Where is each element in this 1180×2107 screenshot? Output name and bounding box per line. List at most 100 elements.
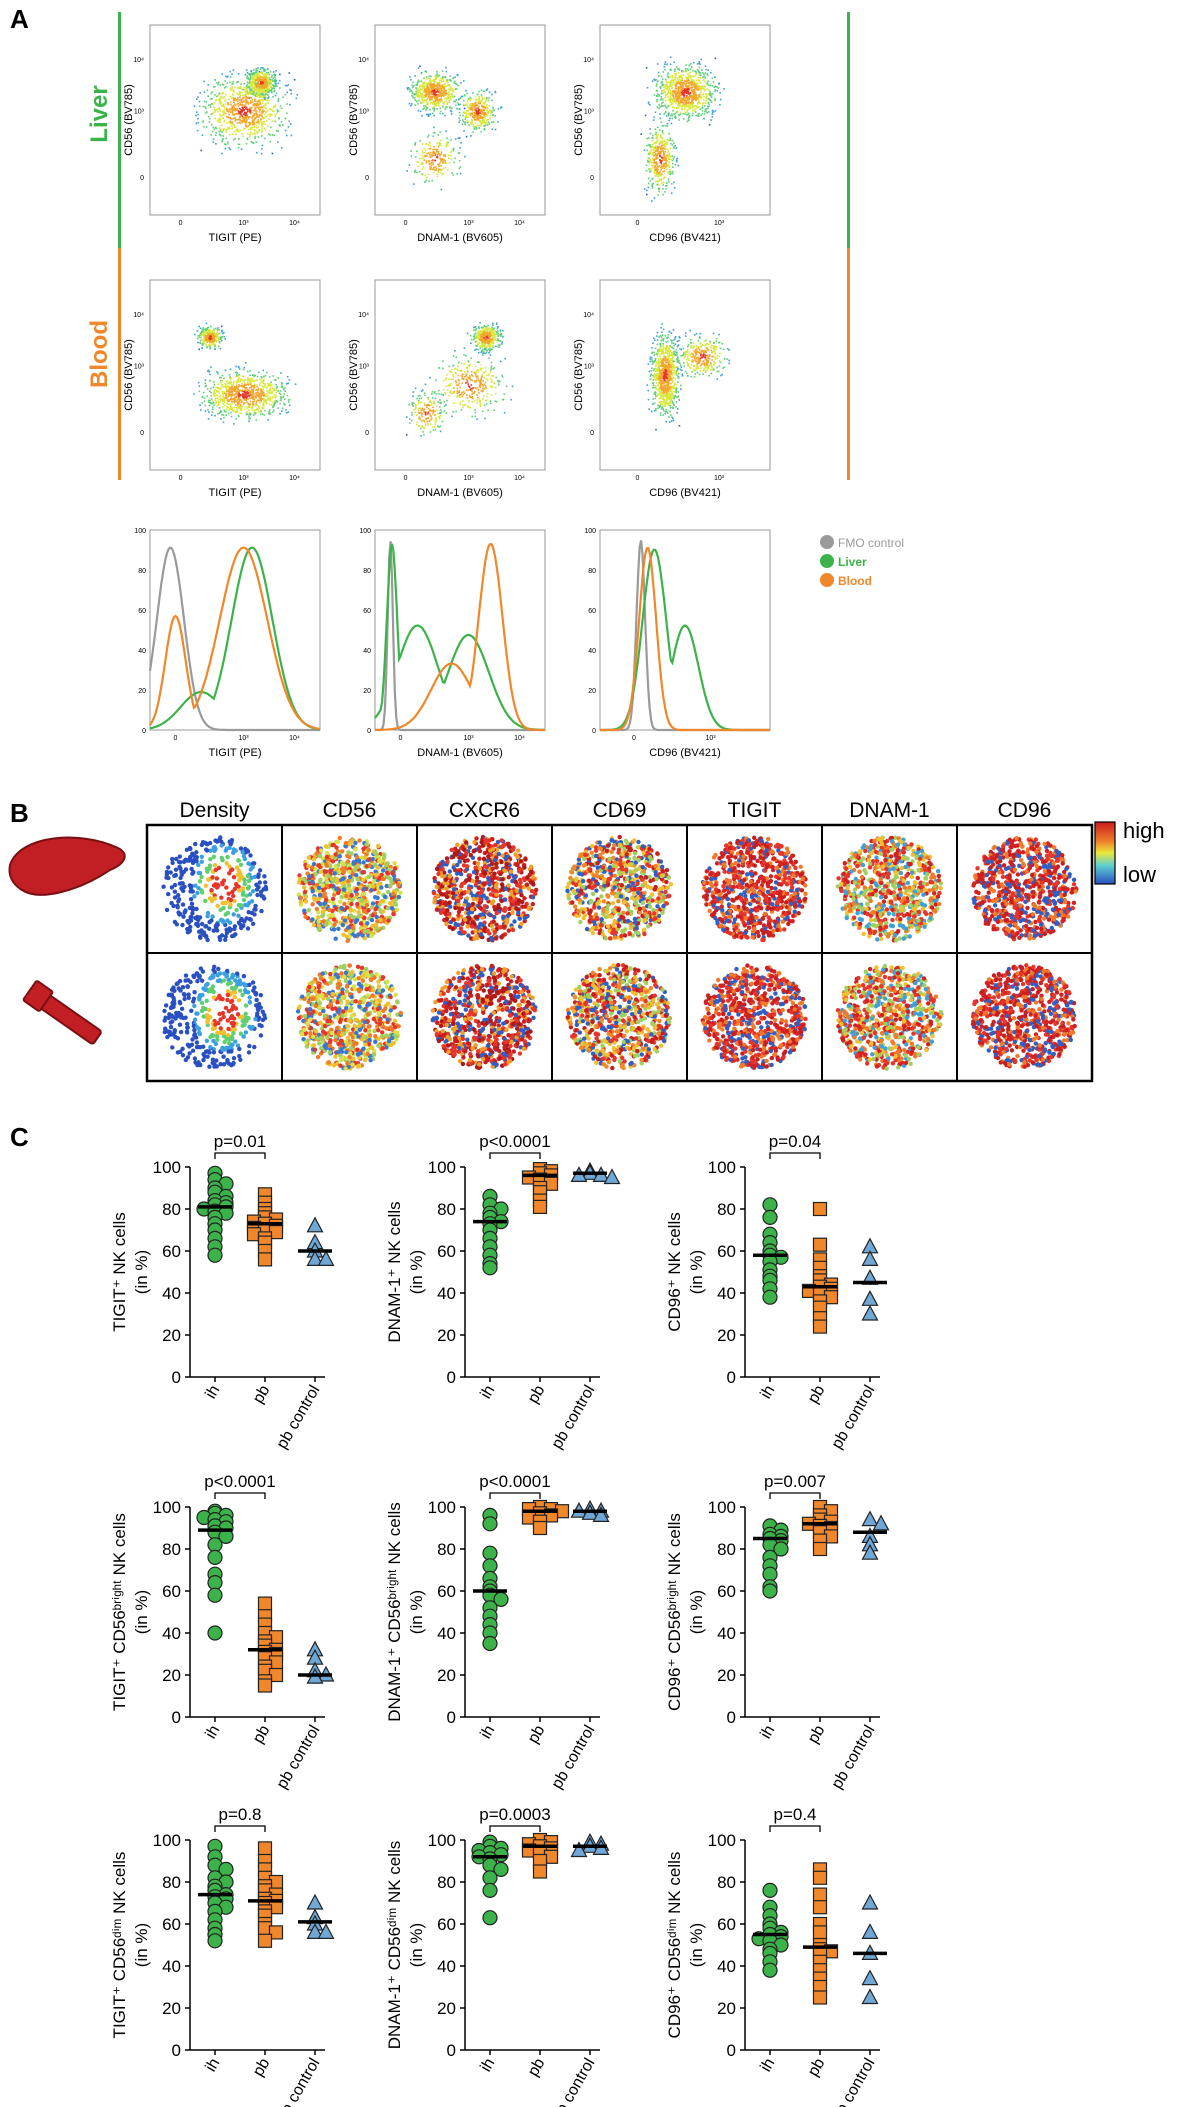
event-dot bbox=[685, 101, 687, 103]
event-dot bbox=[446, 101, 449, 104]
event-dot bbox=[446, 143, 448, 145]
event-dot bbox=[710, 99, 712, 102]
event-dot bbox=[665, 84, 667, 86]
event-dot bbox=[672, 91, 674, 93]
event-dot bbox=[650, 146, 653, 149]
event-dot bbox=[214, 392, 217, 394]
event-dot bbox=[440, 95, 442, 97]
event-dot bbox=[442, 88, 444, 90]
event-dot bbox=[439, 154, 441, 157]
event-dot bbox=[480, 101, 483, 103]
event-dot bbox=[453, 82, 456, 84]
event-dot bbox=[679, 92, 682, 95]
event-dot bbox=[492, 106, 494, 109]
event-dot bbox=[478, 97, 480, 99]
event-dot bbox=[694, 111, 697, 113]
event-dot bbox=[257, 89, 260, 92]
event-dot bbox=[274, 396, 276, 399]
event-dot bbox=[653, 142, 656, 144]
event-dot bbox=[659, 166, 662, 169]
event-dot bbox=[462, 104, 465, 107]
event-dot bbox=[210, 92, 212, 95]
event-dot bbox=[432, 100, 435, 102]
event-dot bbox=[271, 134, 274, 136]
event-dot bbox=[260, 392, 263, 394]
event-dot bbox=[262, 88, 264, 91]
event-dot bbox=[222, 84, 225, 86]
event-dot bbox=[239, 116, 241, 119]
event-dot bbox=[258, 77, 261, 80]
event-dot bbox=[441, 85, 443, 88]
event-dot bbox=[463, 130, 465, 132]
event-dot bbox=[414, 75, 416, 77]
event-dot bbox=[439, 160, 442, 163]
event-dot bbox=[216, 334, 219, 337]
event-dot bbox=[653, 197, 656, 199]
event-dot bbox=[250, 382, 252, 385]
event-dot bbox=[652, 143, 654, 145]
event-dot bbox=[429, 142, 431, 145]
event-dot bbox=[474, 113, 476, 116]
event-dot bbox=[663, 159, 666, 161]
event-dot bbox=[673, 156, 676, 158]
event-dot bbox=[447, 93, 449, 96]
event-dot bbox=[275, 130, 278, 132]
event-dot bbox=[437, 95, 439, 97]
event-dot bbox=[255, 400, 258, 402]
event-dot bbox=[254, 110, 256, 112]
event-dot bbox=[473, 114, 475, 117]
event-dot bbox=[214, 101, 216, 104]
event-dot bbox=[212, 342, 215, 344]
event-dot bbox=[219, 119, 222, 121]
event-dot bbox=[225, 129, 228, 131]
event-dot bbox=[425, 179, 428, 181]
event-dot bbox=[223, 111, 225, 113]
event-dot bbox=[253, 122, 255, 125]
event-dot bbox=[705, 95, 708, 98]
event-dot bbox=[247, 394, 250, 397]
event-dot bbox=[248, 405, 250, 407]
event-dot bbox=[675, 101, 677, 104]
event-dot bbox=[224, 99, 227, 101]
event-dot bbox=[649, 132, 651, 135]
event-dot bbox=[650, 145, 652, 147]
event-dot bbox=[204, 333, 207, 335]
event-dot bbox=[224, 338, 226, 340]
event-dot bbox=[210, 330, 213, 333]
event-dot bbox=[481, 98, 484, 101]
event-dot bbox=[667, 139, 670, 141]
event-dot bbox=[266, 79, 268, 81]
event-dot bbox=[228, 399, 230, 402]
y-tick-label: 10⁴ bbox=[583, 57, 594, 64]
event-dot bbox=[702, 102, 704, 105]
event-dot bbox=[690, 75, 692, 77]
event-dot bbox=[247, 398, 249, 400]
event-dot bbox=[228, 113, 230, 116]
event-dot bbox=[474, 102, 476, 105]
event-dot bbox=[421, 81, 424, 84]
event-dot bbox=[667, 164, 670, 167]
event-dot bbox=[655, 85, 658, 87]
event-dot bbox=[426, 93, 429, 96]
event-dot bbox=[667, 86, 670, 88]
event-dot bbox=[216, 120, 219, 122]
event-dot bbox=[262, 67, 264, 69]
event-dot bbox=[217, 339, 220, 341]
event-dot bbox=[256, 379, 258, 381]
event-dot bbox=[252, 73, 255, 75]
event-dot bbox=[251, 395, 253, 397]
event-dot bbox=[668, 132, 670, 135]
event-dot bbox=[699, 88, 701, 91]
event-dot bbox=[671, 98, 674, 101]
event-dot bbox=[248, 390, 251, 393]
event-dot bbox=[433, 89, 435, 92]
event-dot bbox=[233, 113, 235, 116]
event-dot bbox=[643, 188, 646, 190]
event-dot bbox=[437, 103, 439, 105]
event-dot bbox=[667, 105, 669, 108]
event-dot bbox=[208, 401, 210, 403]
event-dot bbox=[422, 96, 425, 99]
event-dot bbox=[214, 414, 216, 417]
event-dot bbox=[697, 115, 699, 117]
event-dot bbox=[472, 103, 474, 105]
